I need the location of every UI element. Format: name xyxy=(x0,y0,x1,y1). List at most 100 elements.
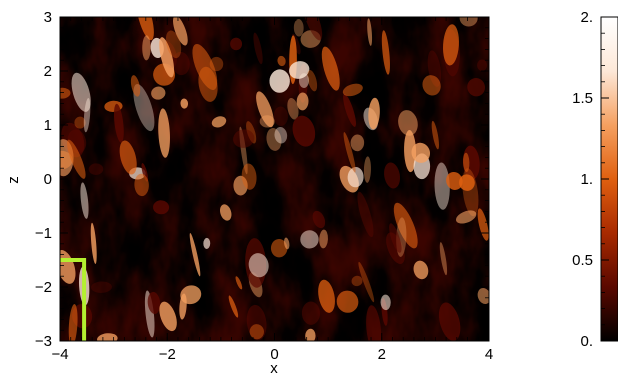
heatmap-highlight xyxy=(462,168,479,217)
x-axis-ticks: −4 −2 0 2 4 xyxy=(51,17,493,363)
x-tick-label: 4 xyxy=(485,346,493,363)
heatmap-highlight xyxy=(274,126,288,144)
heatmap-highlight xyxy=(88,163,104,175)
heatmap-highlight xyxy=(172,51,190,76)
heatmap-highlight xyxy=(159,37,175,78)
heatmap-highlight xyxy=(83,98,91,133)
heatmap-highlight xyxy=(367,18,373,46)
heatmap-highlight xyxy=(351,275,363,287)
heatmap-highlight xyxy=(273,106,288,126)
heatmap-highlight xyxy=(398,110,418,136)
heatmap-field xyxy=(60,17,489,341)
heatmap-highlight xyxy=(230,37,243,51)
colorbar-tick-label: 0. xyxy=(580,333,593,350)
heatmap-highlight xyxy=(305,328,316,341)
y-tick-label: 0 xyxy=(44,171,52,188)
heatmap-highlight xyxy=(189,232,201,277)
overlay-marker-line xyxy=(60,258,87,341)
heatmap-highlight xyxy=(422,75,441,96)
heatmap-highlight xyxy=(90,222,97,264)
x-tick-label: 0 xyxy=(270,346,278,363)
heatmap-highlight xyxy=(298,73,309,88)
y-axis-ticks: −3 −2 −1 0 1 2 3 xyxy=(35,9,489,350)
heatmap-highlight xyxy=(289,61,310,79)
heatmap-highlight xyxy=(438,302,461,341)
x-tick-label: −4 xyxy=(51,346,68,363)
heatmap-highlight xyxy=(463,152,470,173)
y-tick-label: −2 xyxy=(35,279,52,296)
heatmap-highlight xyxy=(147,291,161,314)
heatmap-highlight xyxy=(300,230,319,249)
heatmap-highlight xyxy=(312,210,326,229)
heatmap-highlight xyxy=(136,17,154,41)
heatmap-highlight xyxy=(256,91,274,128)
heatmap-highlight xyxy=(389,223,402,253)
heatmap-highlight xyxy=(342,83,363,97)
heatmap-highlight xyxy=(357,191,374,238)
heatmap-highlight xyxy=(248,253,269,278)
heatmap-highlight xyxy=(296,92,309,111)
heatmap-highlight xyxy=(302,17,323,41)
heatmap-highlight xyxy=(477,287,489,304)
heatmap-highlight xyxy=(173,17,188,46)
heatmap-highlight xyxy=(363,156,371,183)
heatmap-highlight xyxy=(113,103,124,143)
heatmap-highlight xyxy=(269,69,290,93)
heatmap-highlight xyxy=(293,19,304,37)
y-axis-label: z xyxy=(5,176,22,184)
heatmap-highlight xyxy=(347,167,364,188)
heatmap-highlight xyxy=(144,290,155,338)
heatmap-highlight xyxy=(467,78,486,97)
heatmap-highlight xyxy=(477,59,488,71)
heatmap-highlight xyxy=(71,72,91,112)
heatmap-highlight xyxy=(459,17,478,27)
y-tick-label: 1 xyxy=(44,117,52,134)
heatmap-highlight xyxy=(67,139,86,179)
x-tick-label: −2 xyxy=(159,346,176,363)
heatmap-highlight xyxy=(134,173,149,197)
heatmap-highlight xyxy=(446,171,463,190)
heatmap-highlight xyxy=(220,204,232,221)
colorbar-tick-label: 2. xyxy=(580,9,593,26)
heatmap-highlight xyxy=(153,200,170,215)
y-tick-label: 3 xyxy=(44,9,52,26)
heatmap-highlight xyxy=(119,140,137,175)
heatmap-highlight xyxy=(413,260,429,280)
y-tick-label: 2 xyxy=(44,63,52,80)
heatmap-highlight xyxy=(350,134,365,152)
heatmap-highlight xyxy=(343,132,356,173)
heatmap-highlight xyxy=(241,163,257,190)
heatmap-highlight xyxy=(159,301,177,332)
heatmap-highlight xyxy=(393,202,418,249)
heatmap-highlight xyxy=(130,75,141,97)
heatmap-highlight xyxy=(235,276,243,290)
heatmap-highlight xyxy=(68,304,78,341)
colorbar-ticks: 0. 0.5 1. 1.5 2. xyxy=(572,9,609,350)
heatmap-highlight xyxy=(228,295,239,318)
heatmap-highlight xyxy=(307,70,318,92)
heatmap-highlight xyxy=(343,93,357,127)
heatmap-highlight xyxy=(246,304,267,341)
heatmap-highlight xyxy=(211,116,227,128)
heatmap-highlight xyxy=(180,285,202,305)
heatmap-highlight xyxy=(60,87,71,99)
heatmap-highlight xyxy=(292,115,316,147)
heatmap-highlight xyxy=(380,294,391,311)
heatmap-highlight xyxy=(404,130,417,173)
heatmap-highlight xyxy=(336,290,359,313)
heatmap-highlight xyxy=(287,97,299,120)
heatmap-highlight xyxy=(411,142,431,163)
y-tick-label: −1 xyxy=(35,225,52,242)
heatmap-highlight xyxy=(321,46,340,91)
heatmap-highlight xyxy=(266,128,282,151)
heatmap-highlight xyxy=(253,32,263,65)
heatmap-highlight xyxy=(165,30,182,59)
heatmap-highlight xyxy=(277,55,286,67)
heatmap-highlight xyxy=(151,86,166,100)
heatmap-highlight xyxy=(270,238,288,258)
colorbar: 0. 0.5 1. 1.5 2. xyxy=(572,9,618,350)
heatmap-highlight xyxy=(301,301,320,325)
heatmap-highlight xyxy=(439,242,448,276)
x-tick-label: 2 xyxy=(378,346,386,363)
